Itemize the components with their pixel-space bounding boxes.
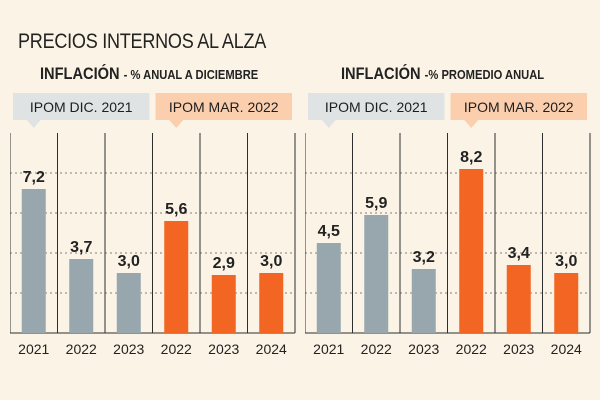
chart-panel-average-annual: INFLACIÓN -% PROMEDIO ANUAL IPOM DIC. 20… (304, 60, 595, 360)
tick-label: 2021 (18, 341, 49, 357)
chart-title-main: INFLACIÓN (341, 64, 421, 83)
data-label: 5,9 (365, 195, 387, 212)
group-tag (155, 93, 292, 128)
bar (411, 269, 436, 333)
tick-label: 2023 (208, 341, 239, 357)
chart-title-main: INFLACIÓN (40, 64, 120, 83)
group-tag-label: IPOM MAR. 2022 (169, 99, 279, 115)
tick-label: 2022 (161, 341, 192, 357)
title-separator: - (123, 67, 131, 82)
group-tag-label: IPOM DIC. 2021 (325, 99, 428, 115)
bar (364, 215, 389, 333)
bar (459, 169, 484, 333)
data-label: 3,0 (118, 253, 140, 270)
data-label: 2,9 (213, 255, 235, 272)
bar (164, 221, 189, 333)
chart-panel-annual-december: INFLACIÓN - % ANUAL A DICIEMBRE IPOM DIC… (9, 60, 300, 360)
chart-title: INFLACIÓN - % ANUAL A DICIEMBRE (40, 64, 258, 84)
bar (116, 273, 141, 333)
data-label: 3,4 (508, 245, 530, 262)
tick-label: 2022 (361, 341, 392, 357)
bar (506, 265, 531, 333)
tick-label: 2022 (456, 341, 487, 357)
page-title: PRECIOS INTERNOS AL ALZA (18, 30, 267, 53)
data-label: 5,6 (165, 201, 187, 218)
data-label: 3,0 (555, 253, 577, 270)
chart-subtitle: % PROMEDIO ANUAL (428, 67, 545, 82)
data-label: 3,2 (413, 249, 435, 266)
data-label: 3,7 (70, 239, 92, 256)
chart-annual-december: IPOM DIC. 2021 IPOM MAR. 2022 7,2 2021 3,7 20… (9, 93, 296, 357)
tick-label: 2023 (408, 341, 439, 357)
group-tag-label: IPOM DIC. 2021 (30, 99, 133, 115)
bar (554, 273, 579, 333)
tick-label: 2021 (313, 341, 344, 357)
bar (69, 259, 94, 333)
tick-label: 2023 (503, 341, 534, 357)
chart-average-annual: IPOM DIC. 2021 IPOM MAR. 2022 4,5 2021 5,9 20… (304, 93, 591, 357)
group-tag (450, 93, 587, 128)
group-tag (308, 93, 445, 128)
data-label: 8,2 (460, 149, 482, 166)
data-label: 3,0 (260, 253, 282, 270)
bar (316, 243, 341, 333)
title-separator: - (424, 67, 429, 82)
data-label: 7,2 (23, 169, 45, 186)
data-label: 4,5 (318, 223, 340, 240)
bar (259, 273, 284, 333)
tick-label: 2023 (113, 341, 144, 357)
bar (211, 275, 236, 333)
tick-label: 2022 (66, 341, 97, 357)
bar (21, 189, 46, 333)
chart-title: INFLACIÓN -% PROMEDIO ANUAL (341, 64, 544, 84)
group-tag-label: IPOM MAR. 2022 (464, 99, 574, 115)
chart-subtitle: % ANUAL A DICIEMBRE (130, 67, 259, 82)
tick-label: 2024 (551, 341, 582, 357)
tick-label: 2024 (256, 341, 287, 357)
group-tag (13, 93, 150, 128)
